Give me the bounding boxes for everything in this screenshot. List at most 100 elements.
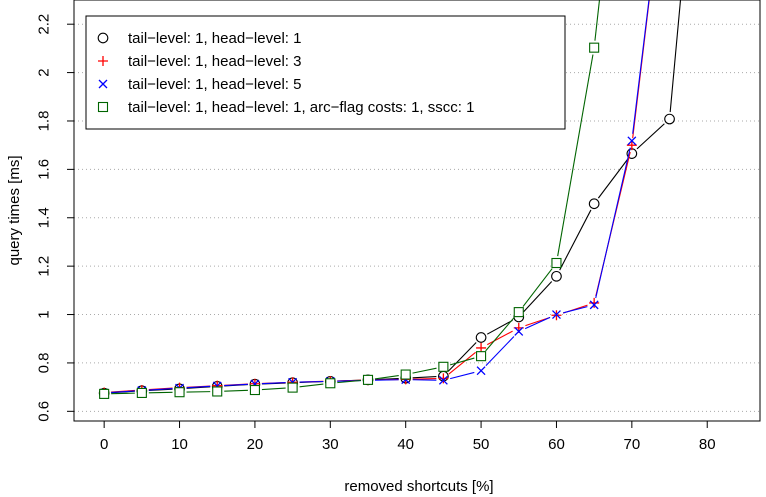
series-4-line: [449, 357, 475, 366]
legend-marker: [98, 79, 108, 89]
series-1-line: [412, 376, 437, 379]
series-3-point: [627, 136, 637, 146]
y-tick-label: 1.4: [36, 207, 53, 228]
legend-marker: [98, 56, 108, 66]
series-1-line: [523, 281, 553, 313]
series-1-line: [447, 342, 477, 372]
series-3-line: [563, 306, 588, 314]
series-1-line: [636, 123, 665, 150]
series-2-point: [589, 297, 600, 308]
plot-area-frame: [73, 0, 761, 422]
x-tick-label: 40: [397, 436, 414, 453]
x-tick-label: 70: [624, 436, 641, 453]
y-tick-label: 0.8: [36, 353, 53, 374]
x-tick-label: 80: [699, 436, 716, 453]
series-layer: [98, 0, 682, 399]
y-axis-title: query times [ms]: [6, 155, 23, 265]
series-3-line: [595, 147, 631, 299]
series-4-line: [111, 392, 135, 395]
series-4-point: [287, 382, 298, 393]
series-3-line: [299, 380, 324, 383]
legend-item: tail−level: 1, head−level: 1, arc−flag c…: [97, 99, 474, 116]
legend-label: tail−level: 1, head−level: 5: [128, 76, 301, 93]
y-tick-label: 2.2: [36, 14, 53, 35]
series-2-line: [632, 0, 650, 139]
series-4-line: [261, 387, 286, 391]
y-tick-label: 1: [36, 310, 53, 318]
series-4: [99, 0, 601, 399]
series-4-point: [212, 386, 223, 397]
series-4-point: [325, 378, 336, 389]
series-3-point: [438, 375, 448, 385]
x-tick-label: 10: [171, 436, 188, 453]
series-4-line: [224, 389, 248, 392]
series-3-line: [524, 316, 551, 330]
legend-items: tail−level: 1, head−level: 1 tail−level: …: [97, 30, 474, 116]
y-tick-label: 2: [36, 68, 53, 76]
y-tick-label: 1.2: [36, 256, 53, 277]
legend-item: tail−level: 1, head−level: 5: [98, 76, 301, 93]
legend-label: tail−level: 1, head−level: 1, arc−flag c…: [128, 99, 474, 116]
series-4-point: [362, 374, 374, 385]
series-3-point: [589, 300, 599, 310]
legend-box: [85, 15, 566, 130]
x-tick-label: 20: [247, 436, 264, 453]
series-4-point: [589, 42, 600, 53]
series-3-point: [514, 327, 524, 336]
series-4-point: [513, 307, 524, 318]
series-4-point: [99, 388, 110, 399]
series-2-point: [626, 140, 637, 151]
x-tick-label: 0: [100, 436, 108, 453]
series-4-line: [485, 317, 515, 352]
x-tick-label: 60: [548, 436, 565, 453]
legend-item: tail−level: 1, head−level: 3: [98, 53, 301, 70]
series-3-line: [261, 382, 286, 385]
y-tick-label: 0.6: [36, 401, 53, 422]
x-axis-title: removed shortcuts [%]: [344, 478, 493, 495]
series-1-point: [551, 270, 562, 282]
x-tick-label: 30: [322, 436, 339, 453]
series-4-point: [476, 351, 487, 362]
series-4-line: [557, 54, 594, 257]
legend-item: tail−level: 1, head−level: 1: [97, 30, 301, 47]
series-3-point: [552, 310, 561, 319]
series-4-point: [174, 387, 185, 398]
series-clip-group: [98, 0, 682, 399]
series-1-line: [186, 386, 211, 389]
series-4-line: [412, 367, 437, 374]
series-4-line: [594, 0, 601, 41]
series-4-line: [374, 374, 399, 380]
series-4-line: [299, 383, 324, 388]
series-4-point: [136, 387, 147, 398]
series-1-point: [664, 113, 675, 125]
series-2-line: [486, 330, 513, 346]
legend-marker: [97, 32, 109, 44]
series-3-line: [632, 0, 650, 134]
series-4-point: [249, 384, 260, 396]
series-3-line: [148, 387, 173, 391]
series-4-point: [438, 361, 449, 372]
series-1-point: [475, 332, 487, 343]
series-3-line: [186, 385, 211, 389]
y-tick-label: 1.6: [36, 159, 53, 180]
series-2-line: [412, 378, 437, 380]
x-tick-label: 50: [473, 436, 490, 453]
legend-label: tail−level: 1, head−level: 1: [128, 30, 301, 47]
legend-label: tail−level: 1, head−level: 3: [128, 53, 301, 70]
legend-marker: [97, 101, 109, 113]
y-tick-label: 1.8: [36, 111, 53, 132]
series-4-line: [522, 268, 553, 307]
series-1-line: [597, 158, 629, 199]
series-1-line: [669, 0, 682, 113]
series-3-line: [111, 390, 135, 394]
series-4-point: [551, 257, 562, 269]
series-1-line: [486, 319, 513, 335]
series-4-point: [400, 369, 411, 380]
series-1-line: [559, 209, 592, 271]
series-4-line: [337, 379, 362, 384]
legend: tail−level: 1, head−level: 1 tail−level: …: [85, 15, 566, 130]
series-2-point: [438, 373, 449, 384]
series-3-point: [476, 366, 486, 376]
series-3-line: [224, 383, 248, 387]
